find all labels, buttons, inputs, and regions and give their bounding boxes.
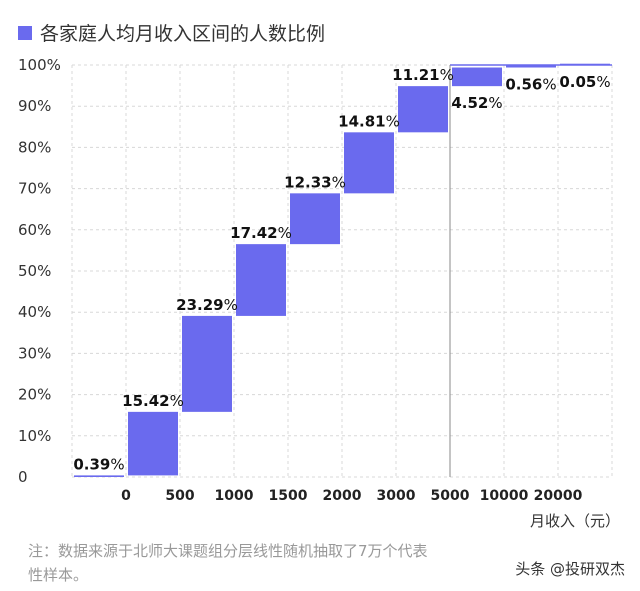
x-tick-label: 10000: [480, 488, 529, 504]
x-tick-label: 1500: [269, 488, 308, 504]
watermark: 头条 @投研双杰: [515, 560, 625, 578]
data-label: 0.39%: [73, 455, 124, 473]
y-axis: 0 10% 20% 30% 40% 50% 60% 70% 80% 90% 100%: [18, 56, 61, 486]
bar-3000-5000: [398, 86, 448, 133]
bar-0以下: [74, 475, 124, 477]
x-tick-label: 1000: [215, 488, 254, 504]
x-tick-label: 500: [165, 488, 194, 504]
x-axis: 0 500 1000 1500 2000 3000 5000 10000 20000: [121, 488, 582, 504]
x-axis-label: 月收入（元）: [530, 512, 620, 530]
data-label: 4.52%: [451, 94, 502, 112]
y-tick-label: 0: [18, 468, 28, 486]
data-label: 14.81%: [338, 112, 400, 130]
bar-5000-10000: [452, 67, 502, 87]
note-line-1: 注：数据来源于北师大课题组分层线性随机抽取了7万个代表: [28, 542, 428, 560]
y-tick-label: 80%: [18, 138, 51, 156]
bars: [74, 63, 612, 477]
data-label: 17.42%: [230, 224, 292, 242]
x-tick-label: 2000: [323, 488, 362, 504]
bar-500-1000: [182, 315, 232, 412]
y-tick-label: 60%: [18, 221, 51, 239]
y-tick-label: 50%: [18, 262, 51, 280]
data-label: 12.33%: [284, 173, 346, 191]
x-tick-label: 20000: [534, 488, 583, 504]
data-labels: 0.39% 15.42% 23.29% 17.42% 12.33% 14.81% 11.21…: [73, 66, 610, 473]
x-tick-label: 5000: [431, 488, 470, 504]
data-label: 0.56%: [505, 76, 556, 94]
data-label: 11.21%: [392, 66, 454, 84]
grid-layer: [71, 64, 613, 478]
y-tick-label: 10%: [18, 427, 51, 445]
bar-10000-20000: [506, 65, 556, 68]
y-tick-label: 70%: [18, 180, 51, 198]
y-tick-label: 20%: [18, 386, 51, 404]
bar-0-500: [128, 411, 178, 476]
x-tick-label: 3000: [377, 488, 416, 504]
y-tick-label: 100%: [18, 56, 61, 74]
y-tick-label: 30%: [18, 344, 51, 362]
data-label: 0.05%: [559, 73, 610, 91]
bar-1500-2000: [290, 193, 340, 245]
bar-1000-1500: [236, 244, 286, 316]
note-line-2: 性样本。: [28, 566, 88, 584]
x-tick-label: 0: [121, 488, 131, 504]
y-tick-label: 40%: [18, 303, 51, 321]
data-label: 15.42%: [122, 392, 184, 410]
data-label: 23.29%: [176, 296, 238, 314]
bar-2000-3000: [344, 132, 394, 194]
chart-title: 各家庭人均月收入区间的人数比例: [40, 23, 325, 45]
legend-swatch: [18, 26, 32, 40]
y-tick-label: 90%: [18, 97, 51, 115]
